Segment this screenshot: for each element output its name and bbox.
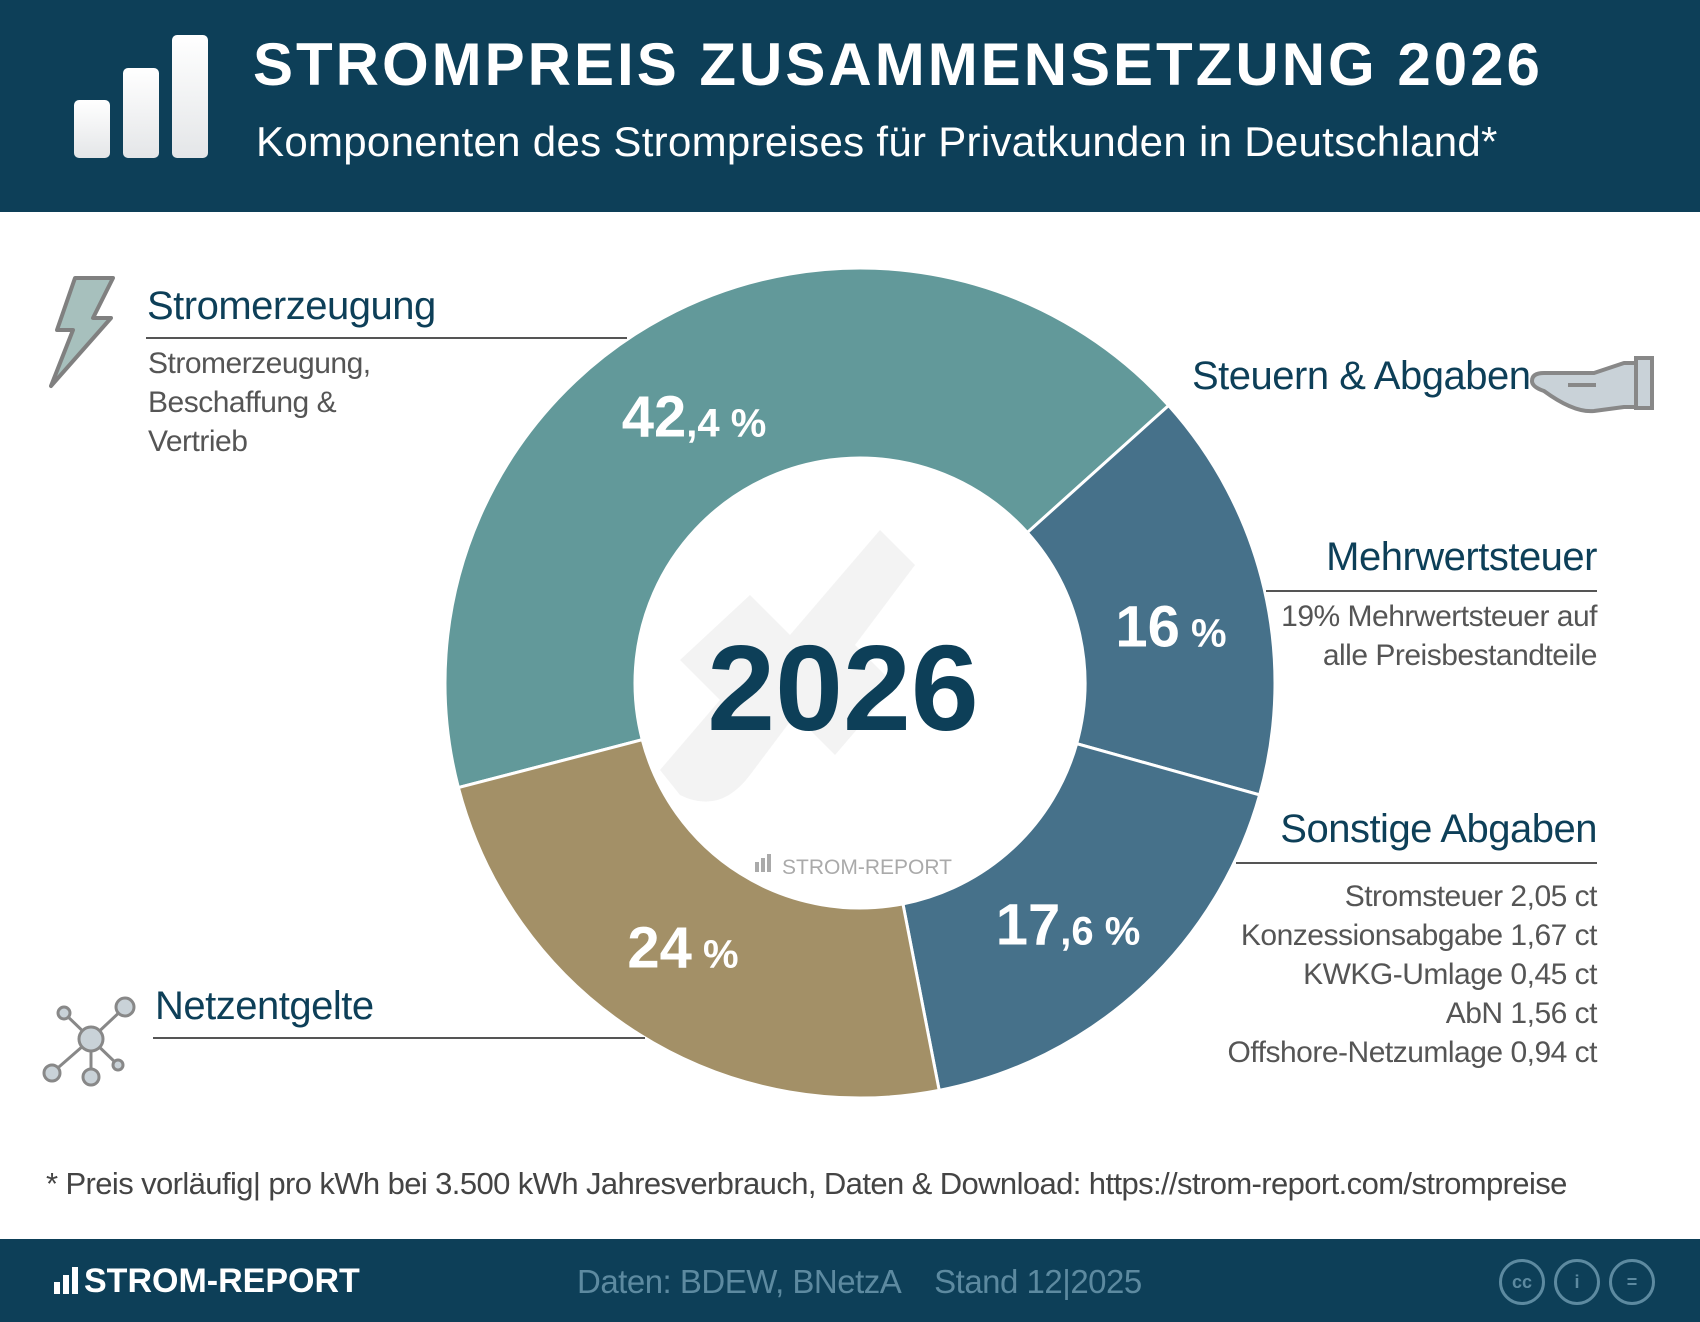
divider bbox=[153, 1037, 645, 1039]
stromerzeugung-heading: Stromerzeugung bbox=[147, 284, 436, 328]
plug-watermark-icon bbox=[660, 530, 915, 802]
donut-segment-sonstige-abgaben bbox=[901, 741, 1262, 1093]
value-label-stromerzeugung: 42,4 % bbox=[621, 384, 767, 450]
mehrwertsteuer-heading: Mehrwertsteuer bbox=[1326, 535, 1597, 579]
sonstige-abgaben-heading: Sonstige Abgaben bbox=[1280, 807, 1597, 851]
page-subtitle: Komponenten des Strompreises für Privatk… bbox=[256, 118, 1498, 165]
attribution-icon: i bbox=[1554, 1259, 1600, 1305]
netzentgelte-heading: Netzentgelte bbox=[155, 984, 374, 1028]
mehrwertsteuer-description: 19% Mehrwertsteuer auf alle Preisbestand… bbox=[1281, 600, 1597, 672]
center-year-label: 2026 bbox=[707, 620, 978, 756]
stromerzeugung-description: Stromerzeugung, Beschaffung & Vertrieb bbox=[148, 347, 371, 458]
divider bbox=[146, 337, 627, 339]
list-item: Offshore-Netzumlage 0,94 ct bbox=[1227, 1036, 1598, 1069]
bar-chart-icon bbox=[54, 1266, 84, 1294]
sonstige-abgaben-list: Stromsteuer 2,05 ct Konzessionsabgabe 1,… bbox=[1227, 877, 1598, 1072]
footer-brand: STROM-REPORT bbox=[54, 1262, 360, 1301]
list-item: Stromsteuer 2,05 ct bbox=[1344, 880, 1598, 913]
divider bbox=[1236, 862, 1597, 864]
value-label-netzentgelte: 24 % bbox=[627, 915, 739, 981]
watermark-logo: STROM-REPORT bbox=[755, 854, 952, 879]
cc-icon: cc bbox=[1499, 1259, 1545, 1305]
watermark-text: STROM-REPORT bbox=[782, 856, 952, 879]
footer bbox=[0, 1239, 1700, 1322]
value-label-mehrwertsteuer: 16 % bbox=[1115, 594, 1227, 660]
header: STROMPREIS ZUSAMMENSETZUNG 2026 Komponen… bbox=[0, 0, 1700, 212]
donut-hole bbox=[635, 458, 1085, 908]
network-icon bbox=[42, 996, 136, 1087]
page-title: STROMPREIS ZUSAMMENSETZUNG 2026 bbox=[253, 31, 1543, 98]
footer-source: Daten: BDEW, BNetzA Stand 12|2025 bbox=[577, 1263, 1142, 1300]
hand-icon bbox=[1530, 356, 1654, 414]
value-label-sonstige: 17,6 % bbox=[995, 892, 1141, 958]
list-item: AbN 1,56 ct bbox=[1445, 997, 1598, 1030]
steuern-heading: Steuern & Abgaben bbox=[1192, 354, 1531, 398]
list-item: Konzessionsabgabe 1,67 ct bbox=[1240, 919, 1598, 952]
divider bbox=[1266, 590, 1597, 592]
no-derivatives-icon: = bbox=[1609, 1259, 1655, 1305]
lightning-icon bbox=[49, 276, 115, 388]
list-item: KWKG-Umlage 0,45 ct bbox=[1303, 958, 1597, 991]
footnote: * Preis vorläufig| pro kWh bei 3.500 kWh… bbox=[46, 1166, 1567, 1201]
